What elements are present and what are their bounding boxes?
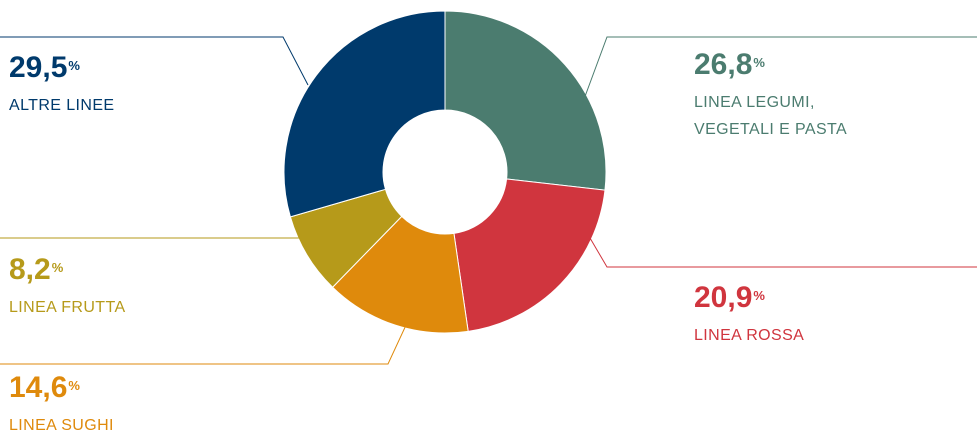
- slice-value: 26,8: [694, 48, 753, 81]
- slice-name-line: LINEA FRUTTA: [9, 299, 126, 316]
- leader-lines: [0, 36, 977, 365]
- leader-line-linea-rossa: [589, 237, 977, 268]
- slice-value: 20,9: [694, 281, 753, 314]
- slice-value: 29,5: [9, 51, 68, 84]
- slice-label-linea-sughi: 14,6% LINEA SUGHI: [9, 372, 114, 439]
- slice-label-linea-legumi: 26,8% LINEA LEGUMI, VEGETALI E PASTA: [694, 49, 847, 143]
- slice-value: 8,2: [9, 253, 51, 286]
- leader-line-linea-sughi: [0, 322, 408, 365]
- slice-label-linea-frutta: 8,2% LINEA FRUTTA: [9, 254, 126, 321]
- slice-name-line: LINEA ROSSA: [694, 327, 805, 344]
- percent-symbol: %: [753, 288, 765, 303]
- percent-symbol: %: [68, 58, 80, 73]
- leader-line-linea-legumi: [579, 36, 977, 111]
- slice-percentage: 20,9%: [694, 282, 804, 314]
- slice-name-line: VEGETALI E PASTA: [694, 121, 848, 138]
- percent-symbol: %: [68, 378, 80, 393]
- donut-slices: [283, 10, 607, 334]
- slice-value: 14,6: [9, 371, 68, 404]
- slice-linea-sughi: [331, 215, 469, 334]
- slice-linea-rossa: [453, 178, 606, 332]
- slice-percentage: 14,6%: [9, 372, 114, 404]
- slice-percentage: 29,5%: [9, 52, 114, 84]
- slice-name-line: LINEA SUGHI: [9, 417, 114, 434]
- slice-linea-legumi: [444, 10, 607, 191]
- percent-symbol: %: [753, 55, 765, 70]
- slice-percentage: 26,8%: [694, 49, 847, 81]
- slice-altre-linee: [283, 10, 446, 218]
- slice-name-line: ALTRE LINEE: [9, 97, 115, 114]
- leader-line-altre-linee: [0, 36, 309, 86]
- slice-name-line: LINEA LEGUMI,: [694, 94, 815, 111]
- slice-label-linea-rossa: 20,9% LINEA ROSSA: [694, 282, 804, 349]
- slice-label-altre-linee: 29,5% ALTRE LINEE: [9, 52, 114, 119]
- slice-percentage: 8,2%: [9, 254, 126, 286]
- percent-symbol: %: [51, 260, 64, 275]
